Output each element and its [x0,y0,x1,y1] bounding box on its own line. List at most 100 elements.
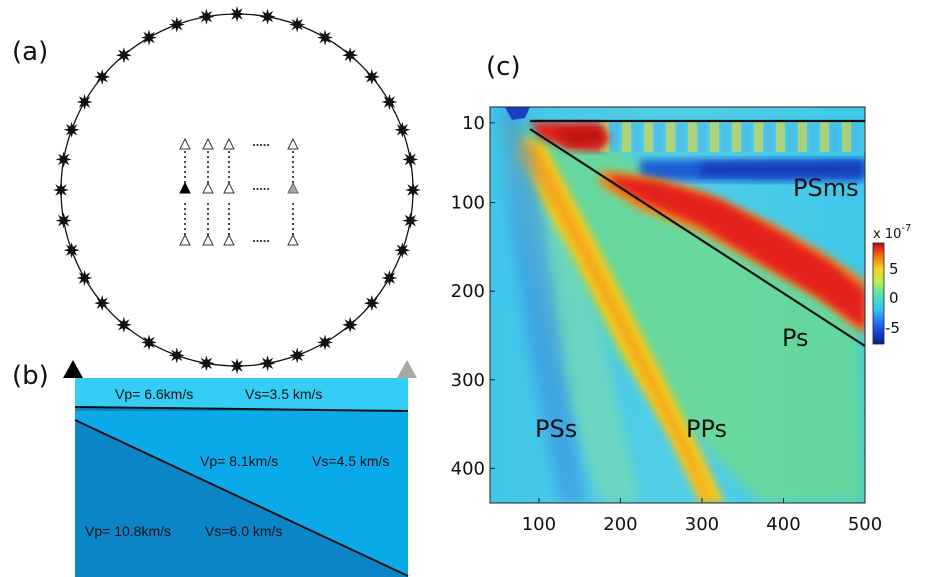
receiver-icon [287,137,299,150]
source-star-icon [405,182,421,198]
source-markers [53,6,421,374]
layer-3-vs: Vs=6.0 km/s [205,523,282,539]
ellipsis-dot [292,171,294,173]
source-ring [60,13,414,367]
stripe [853,124,861,152]
source-star-icon [259,8,276,25]
ellipsis-dot [207,208,209,210]
receiver-icon [179,181,191,194]
ellipsis-dot [228,218,230,220]
stripe [743,124,751,152]
ellipsis-dot [292,181,294,183]
source-star-icon [76,270,93,286]
stripe [699,124,707,152]
y-axis-ticks: 10 100 200 300 400 [451,113,495,479]
panel-c-label: (c) [486,52,521,82]
ellipsis-dot [292,208,294,210]
ellipsis-dot [292,151,294,153]
panel-a: (a) [12,6,421,374]
moho-interface [74,406,409,412]
ellipsis-dot [228,233,230,235]
ellipsis-dot [260,144,262,146]
ellipsis-dot [228,203,230,205]
source-star-icon [317,29,333,46]
layer-2 [75,411,408,577]
stripe [721,124,729,152]
source-star-icon [363,68,380,85]
ellipsis-dot [228,161,230,163]
source-star-icon [76,94,93,110]
colorbar-tick-0: 0 [889,289,899,307]
ellipsis-dot [207,151,209,153]
receiver-array [179,137,299,246]
source-star-icon [115,316,132,333]
ellipsis-dot [253,188,255,190]
ellipsis-dot [184,223,186,225]
source-star-icon [394,242,411,259]
ellipsis-dot [253,240,255,242]
ellipsis-dot [184,208,186,210]
receiver-icon [223,233,235,246]
ellipsis-dot [228,176,230,178]
ellipsis-dot [228,223,230,225]
ellipsis-dot [263,144,266,146]
stripe [710,120,719,152]
colorbar-multiplier: x 10-7 [873,223,911,242]
stripe [754,120,763,152]
layer-3-vp: Vp= 10.8km/s [85,523,171,539]
source-star-icon [55,151,72,168]
x-tick-label: 200 [603,514,637,535]
source-star-icon [289,16,306,33]
colorbar: x 10-7 5 0 -5 [872,223,911,345]
stripe [842,120,851,152]
source-star-icon [381,94,398,110]
receiver-icon [287,181,299,194]
x-tick-label: 500 [848,514,882,535]
ellipsis-dot [267,188,269,190]
ellipsis-dot [184,213,186,215]
ellipsis-dot [207,166,209,168]
ellipsis-dot [292,156,294,158]
stripe [622,120,631,152]
receiver-icon [223,137,235,150]
receiver-icon [179,137,191,150]
source-star-icon [168,347,185,364]
panel-c: (c) [451,52,912,535]
source-star-icon [381,270,398,286]
source-star-icon [63,242,80,259]
ps-pick-line [529,128,866,347]
ellipsis-dot [184,218,186,220]
panel-b: (b) Vp= 6.6km/s Vs=3.5 km/s Vp= 8.1km/s … [12,360,417,577]
source-star-icon [363,295,380,312]
layer-1 [75,378,408,411]
ellipsis-dot [228,228,230,230]
layer-1-vs: Vs=3.5 km/s [245,386,322,402]
ellipsis-dot [207,181,209,183]
source-star-icon [115,47,132,64]
ellipsis-dot [292,228,294,230]
ellipsis-dot [292,161,294,163]
y-tick-label: 400 [451,458,485,479]
ellipsis-dot [260,240,262,242]
ellipsis-dot [207,228,209,230]
ellipsis-dot [267,144,269,146]
ellipsis-dot [292,176,294,178]
y-tick-label: 300 [451,370,485,391]
panel-a-label: (a) [12,37,48,67]
stripe [875,124,883,152]
stripe [633,124,641,152]
source-star-icon [55,212,72,229]
source-star-icon [63,121,80,138]
source-star-icon [198,8,215,25]
stripe [677,124,685,152]
ellipsis-dot [228,213,230,215]
source-star-icon [94,68,111,85]
phase-label-psms: PSms [793,174,859,202]
ellipsis-dot [256,144,259,146]
phase-label-pss: PSs [535,415,577,443]
x-axis-ticks: 100 200 300 400 500 [522,498,882,535]
source-star-icon [168,16,185,33]
dipping-interface [74,419,409,577]
ellipsis-dot [207,233,209,235]
